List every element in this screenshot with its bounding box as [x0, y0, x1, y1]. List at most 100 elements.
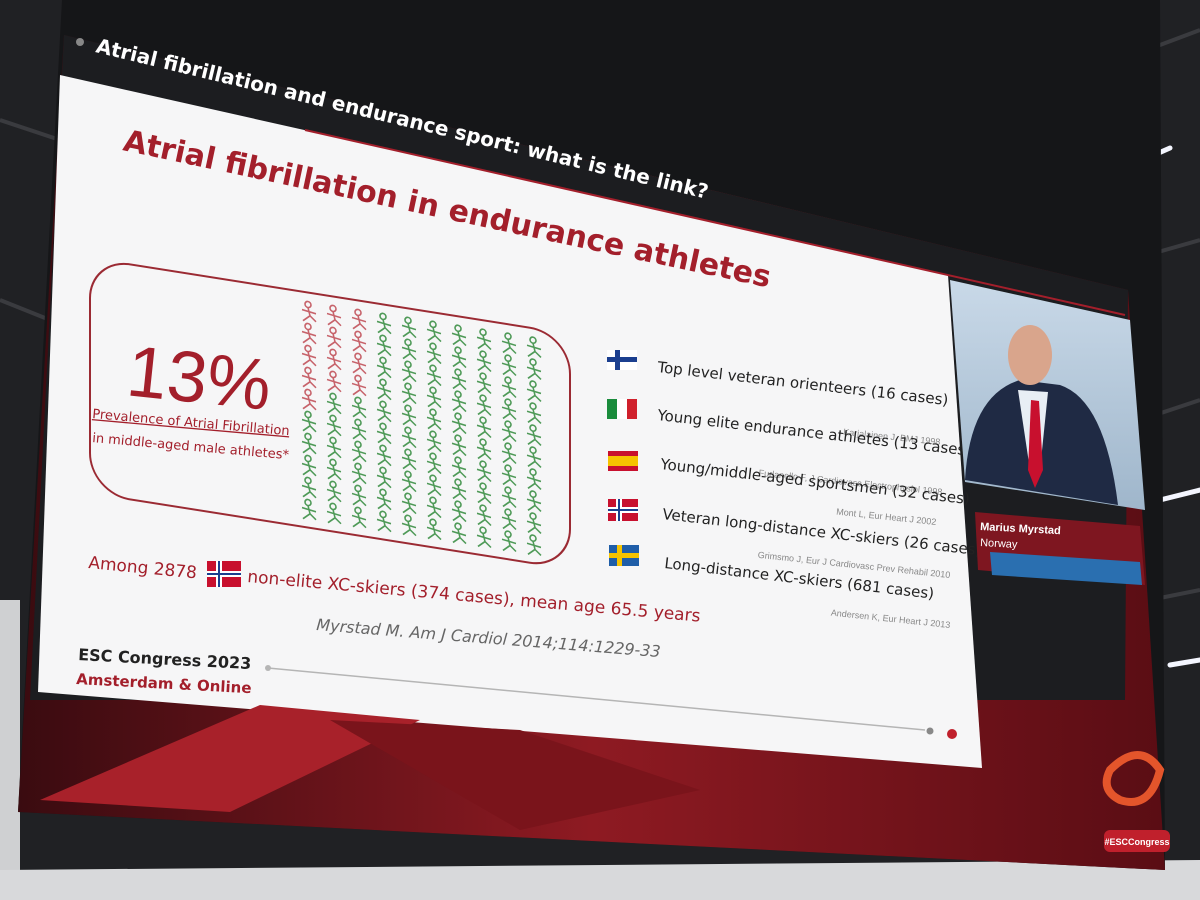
- pictogram-body: [526, 343, 542, 358]
- pictogram-head: [454, 368, 462, 377]
- pictogram-body: [501, 361, 517, 377]
- pictogram: [351, 374, 367, 397]
- pictogram-body: [426, 459, 442, 475]
- pictogram: [451, 434, 467, 457]
- pictogram-body: [326, 399, 342, 415]
- pictogram-body: [351, 403, 367, 419]
- pictogram-body: [326, 509, 342, 525]
- pictogram-body: [501, 493, 517, 509]
- pictogram: [526, 380, 542, 402]
- pictogram-head: [304, 388, 312, 397]
- pictogram-body: [526, 519, 542, 534]
- flag-sweden: [609, 545, 639, 566]
- pictogram-head: [454, 346, 462, 355]
- pictogram-head: [454, 456, 462, 465]
- pictogram: [451, 522, 467, 545]
- wall: [0, 600, 20, 900]
- pictogram-body: [451, 331, 467, 347]
- pictogram-head: [504, 420, 512, 429]
- pictogram-body: [501, 427, 517, 443]
- pictogram-body: [401, 477, 417, 493]
- flag-norway: [207, 561, 241, 587]
- pictogram: [501, 354, 517, 377]
- pictogram-body: [351, 359, 367, 375]
- pictogram-body: [376, 429, 392, 445]
- hashtag: #ESCCongress: [1104, 837, 1169, 847]
- pictogram: [526, 446, 542, 468]
- pictogram-body: [351, 491, 367, 507]
- pictogram-body: [376, 385, 392, 401]
- pictogram-head: [404, 470, 412, 479]
- box-outline: [89, 262, 571, 565]
- footer-dot: [947, 729, 957, 739]
- pictogram: [401, 382, 417, 405]
- pictogram-head: [304, 366, 312, 375]
- pictogram: [426, 452, 442, 475]
- pictogram-head: [354, 506, 362, 515]
- slide-shape: [330, 720, 700, 830]
- pictogram: [401, 492, 417, 515]
- pictogram-body: [526, 475, 542, 490]
- pictogram: [526, 534, 542, 556]
- pictogram-head: [304, 410, 312, 419]
- pictogram: [451, 346, 467, 369]
- hashtag-badge: [1104, 830, 1170, 852]
- pictogram: [526, 424, 542, 446]
- stat-value: 13%: [123, 331, 275, 426]
- pictogram-body: [301, 417, 317, 433]
- pictogram-body: [326, 311, 342, 327]
- pictogram-head: [404, 338, 412, 347]
- footer-dot: [926, 727, 934, 735]
- pictogram-body: [501, 471, 517, 487]
- pictogram-body: [451, 353, 467, 369]
- pictogram-head: [404, 426, 412, 435]
- pictogram-body: [326, 465, 342, 481]
- pictogram-body: [376, 473, 392, 489]
- pictogram: [301, 432, 317, 455]
- pictogram: [326, 392, 342, 415]
- pictogram-head: [404, 382, 412, 391]
- pictogram: [301, 366, 317, 389]
- pictogram-body: [501, 537, 517, 553]
- pictogram: [376, 400, 392, 423]
- pictogram-head: [504, 376, 512, 385]
- pictogram-body: [501, 449, 517, 465]
- pictogram-body: [376, 319, 392, 335]
- title-dot: [76, 38, 84, 46]
- pictogram: [476, 482, 492, 505]
- pictogram: [426, 386, 442, 409]
- pictogram: [426, 496, 442, 519]
- pictogram: [401, 404, 417, 427]
- pictogram: [401, 514, 417, 537]
- pictogram: [376, 356, 392, 379]
- pictogram-head: [354, 440, 362, 449]
- pictogram: [326, 370, 342, 393]
- pictogram: [301, 322, 317, 345]
- pictogram-body: [351, 337, 367, 353]
- pictogram-body: [351, 315, 367, 331]
- pictogram-body: [476, 467, 492, 483]
- pictogram-head: [454, 412, 462, 421]
- pictogram: [526, 336, 542, 358]
- pictogram-body: [426, 327, 442, 343]
- pictogram-head: [404, 448, 412, 457]
- pictogram-body: [526, 541, 542, 556]
- pictogram-body: [351, 447, 367, 463]
- pictogram-body: [401, 455, 417, 471]
- pictogram: [476, 328, 492, 351]
- pictogram: [526, 512, 542, 534]
- pictogram-body: [451, 441, 467, 457]
- pictogram: [376, 312, 392, 335]
- pictogram: [376, 510, 392, 533]
- pictogram: [451, 324, 467, 347]
- pictogram-head: [354, 352, 362, 361]
- pictogram: [326, 436, 342, 459]
- pictogram: [501, 464, 517, 487]
- pictogram-body: [476, 489, 492, 505]
- pictogram-body: [451, 419, 467, 435]
- pictogram: [426, 342, 442, 365]
- pictogram-head: [304, 344, 312, 353]
- pictogram: [351, 484, 367, 507]
- pictogram: [476, 350, 492, 373]
- pictogram: [301, 410, 317, 433]
